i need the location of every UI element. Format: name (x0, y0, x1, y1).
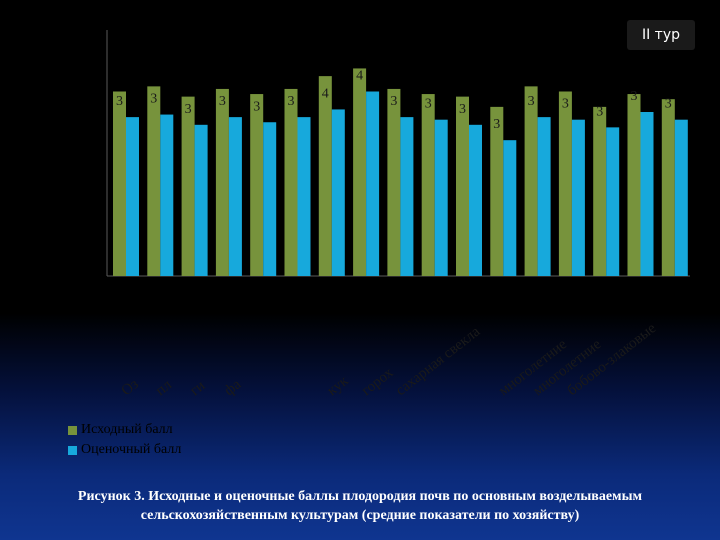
bar-evaluated-14 (606, 127, 620, 276)
bar-evaluated-1 (160, 114, 174, 276)
figure-caption: Рисунок 3. Исходные и оценочные баллы пл… (77, 489, 643, 523)
bar-evaluated-12 (537, 117, 551, 276)
data-label-15: 3 (631, 89, 638, 104)
bar-evaluated-8 (400, 117, 414, 276)
x-tick-label-2: ги (187, 378, 208, 399)
bar-initial-13 (558, 91, 572, 276)
x-tick-label-3: фа (222, 376, 245, 399)
data-label-14: 3 (596, 104, 603, 119)
bar-initial-10 (456, 96, 469, 276)
data-label-0: 3 (116, 94, 123, 109)
data-label-6: 4 (322, 86, 329, 101)
data-label-9: 3 (425, 97, 432, 112)
bar-initial-1 (147, 86, 161, 276)
legend-swatch-evaluated (68, 445, 77, 455)
bar-initial-15 (627, 94, 641, 276)
data-label-2: 3 (185, 102, 192, 117)
data-label-11: 3 (493, 117, 500, 132)
bar-evaluated-5 (297, 117, 311, 276)
data-label-7: 4 (356, 69, 363, 84)
bar-evaluated-0 (126, 117, 139, 276)
bar-evaluated-2 (194, 124, 208, 276)
data-labels-group: 3 3 3 3 3 3 4 4 3 3 3 3 3 3 3 3 3 (116, 69, 672, 133)
x-tick-label-8: сахарная свекла (393, 324, 484, 400)
bar-initial-2 (181, 96, 195, 276)
data-label-8: 3 (390, 94, 397, 109)
bar-initial-6 (318, 76, 332, 276)
x-tick-label-7: горох (359, 364, 397, 399)
data-label-4: 3 (253, 99, 260, 114)
bar-evaluated-6 (331, 109, 345, 276)
tour-badge: II тур (627, 20, 695, 50)
data-label-5: 3 (288, 94, 295, 109)
bar-evaluated-10 (469, 124, 482, 276)
bar-initial-12 (524, 86, 538, 276)
data-label-13: 3 (562, 97, 569, 112)
bar-evaluated-15 (640, 112, 654, 276)
bar-initial-14 (593, 106, 607, 276)
data-label-10: 3 (459, 102, 466, 117)
legend-label-evaluated: Оценочный балл (81, 442, 182, 457)
legend-item-evaluated: Оценочный балл (68, 440, 181, 460)
x-tick-label-0: Оз (119, 376, 142, 399)
bar-evaluated-9 (434, 119, 448, 276)
bar-initial-0 (113, 91, 126, 276)
bar-initial-4 (250, 94, 264, 276)
legend-item-initial: Исходный балл (68, 420, 181, 440)
data-label-12: 3 (528, 94, 535, 109)
data-label-1: 3 (150, 92, 157, 107)
bar-initial-5 (284, 88, 298, 276)
bar-initial-11 (490, 106, 504, 276)
bars-group (113, 68, 688, 276)
bar-initial-9 (421, 94, 435, 276)
legend-label-initial: Исходный балл (81, 422, 173, 437)
legend: Исходный балл Оценочный балл (68, 420, 181, 460)
bar-initial-3 (215, 88, 229, 276)
bar-evaluated-4 (263, 122, 277, 276)
bar-evaluated-7 (366, 91, 380, 276)
x-tick-label-1: пл (153, 377, 175, 399)
data-label-3: 3 (219, 94, 226, 109)
bar-evaluated-16 (674, 119, 688, 276)
data-label-16: 3 (665, 97, 672, 112)
bar-initial-8 (387, 88, 401, 276)
bar-initial-16 (661, 99, 675, 276)
bar-evaluated-13 (571, 119, 585, 276)
bar-initial-7 (353, 68, 367, 276)
x-tick-label-6: кук (324, 373, 352, 400)
legend-swatch-initial (68, 425, 77, 435)
bar-evaluated-11 (503, 140, 517, 276)
bar-evaluated-3 (228, 117, 242, 276)
